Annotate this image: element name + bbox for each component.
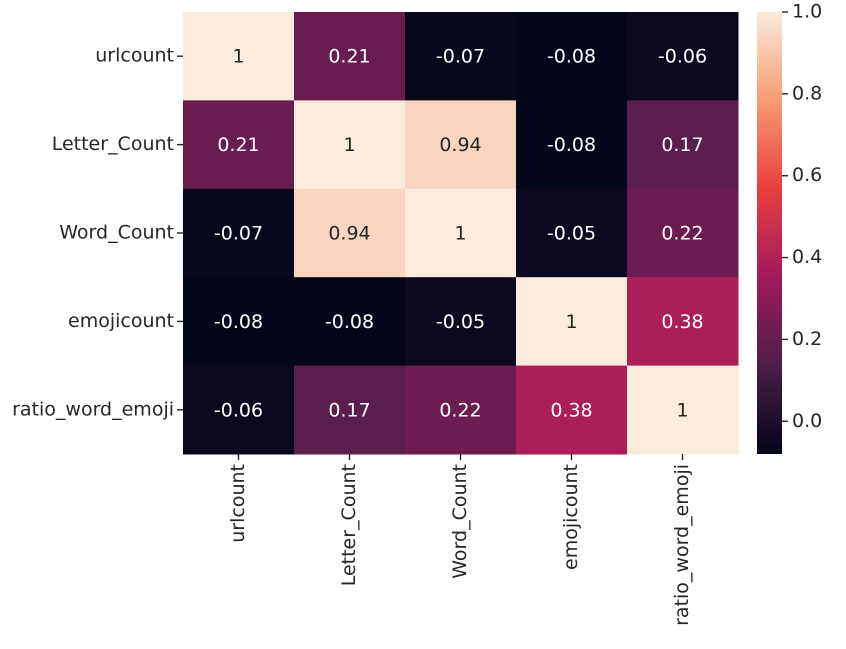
heatmap-cell-4-3: [516, 365, 628, 455]
heatmap-cell-1-0: [183, 100, 295, 190]
y-tick-label: ratio_word_emoji: [12, 398, 174, 420]
colorbar-gradient: [757, 12, 782, 454]
heatmap-cell-1-3: [516, 100, 628, 190]
colorbar-tick-label: 1.0: [792, 1, 822, 23]
heatmap-cell-label: 0.17: [328, 399, 370, 421]
heatmap-cell-label: 1: [232, 46, 244, 68]
heatmap-cell-label: -0.08: [214, 311, 263, 333]
colorbar-tick-label: 0.4: [792, 246, 822, 268]
heatmap-cell-label: -0.08: [547, 134, 596, 156]
heatmap-cell-labels: 1 0.21 -0.07 -0.08 -0.06 0.21 1 0.94 -0.08 0.17 -0…: [214, 46, 707, 422]
heatmap-cell-3-3: [516, 277, 628, 367]
heatmap-cell-1-2: [405, 100, 517, 190]
y-axis: urlcount Letter_Count Word_Count emojicount…: [12, 45, 183, 420]
heatmap-cell-4-2: [405, 365, 517, 455]
x-tick-label: ratio_word_emoji: [671, 464, 693, 626]
colorbar-tick-label: 0.0: [792, 410, 822, 432]
colorbar-tick-label: 0.6: [792, 164, 822, 186]
heatmap-cell-label: 1: [565, 311, 577, 333]
heatmap-cell-label: 0.21: [328, 46, 370, 68]
heatmap-cell-2-3: [516, 188, 628, 278]
heatmap-cell-label: 1: [454, 223, 466, 245]
heatmap-cell-label: -0.08: [547, 46, 596, 68]
heatmap-cell-label: 0.22: [439, 399, 481, 421]
heatmap-cell-3-1: [294, 277, 406, 367]
y-tick-label: Word_Count: [59, 222, 174, 244]
x-tick-label: emojicount: [560, 464, 582, 570]
heatmap-cell-label: -0.08: [325, 311, 374, 333]
heatmap-cell-label: 0.94: [328, 223, 370, 245]
heatmap-cell-label: -0.07: [214, 223, 263, 245]
heatmap-cell-0-0: [183, 12, 295, 101]
heatmap-cell-label: 0.22: [661, 223, 703, 245]
heatmap-cell-label: 0.17: [661, 134, 703, 156]
heatmap-cell-4-0: [183, 365, 295, 455]
y-tick-label: emojicount: [68, 310, 174, 332]
heatmap-cell-0-4: [627, 12, 739, 101]
heatmap-cell-label: 1: [676, 399, 688, 421]
heatmap-cell-4-4: [627, 365, 739, 455]
heatmap-cell-label: 1: [343, 134, 355, 156]
y-tick-label: Letter_Count: [52, 133, 174, 155]
x-tick-label: Letter_Count: [338, 464, 360, 586]
heatmap-cell-label: 0.94: [439, 134, 481, 156]
colorbar-tick-label: 0.8: [792, 82, 822, 104]
heatmap-cell-label: -0.05: [436, 311, 485, 333]
x-tick-label: urlcount: [227, 464, 249, 543]
colorbar-tick-label: 0.2: [792, 328, 822, 350]
heatmap-cell-label: -0.06: [214, 399, 263, 421]
heatmap-cell-label: 0.38: [661, 311, 703, 333]
heatmap-cell-label: 0.38: [550, 399, 592, 421]
heatmap-cell-label: 0.21: [217, 134, 259, 156]
heatmap-cell-1-1: [294, 100, 406, 190]
heatmap-cell-3-2: [405, 277, 517, 367]
heatmap-cell-4-1: [294, 365, 406, 455]
heatmap-cell-2-4: [627, 188, 739, 278]
heatmap-cell-2-2: [405, 188, 517, 278]
heatmap-cell-3-0: [183, 277, 295, 367]
heatmap-cell-1-4: [627, 100, 739, 190]
heatmap-cell-3-4: [627, 277, 739, 367]
heatmap-cell-0-1: [294, 12, 406, 101]
heatmap-cell-label: -0.05: [547, 223, 596, 245]
heatmap-cells: [183, 12, 739, 455]
colorbar: 0.0 0.2 0.4 0.6 0.8 1.0: [757, 1, 822, 454]
heatmap-cell-2-1: [294, 188, 406, 278]
heatmap-cell-label: -0.07: [436, 46, 485, 68]
heatmap-cell-0-2: [405, 12, 517, 101]
heatmap-cell-0-3: [516, 12, 628, 101]
heatmap-cell-label: -0.06: [658, 46, 707, 68]
x-axis: urlcount Letter_Count Word_Count emojicount…: [227, 454, 693, 626]
heatmap-cell-2-0: [183, 188, 295, 278]
x-tick-label: Word_Count: [449, 464, 471, 579]
y-tick-label: urlcount: [95, 45, 174, 67]
